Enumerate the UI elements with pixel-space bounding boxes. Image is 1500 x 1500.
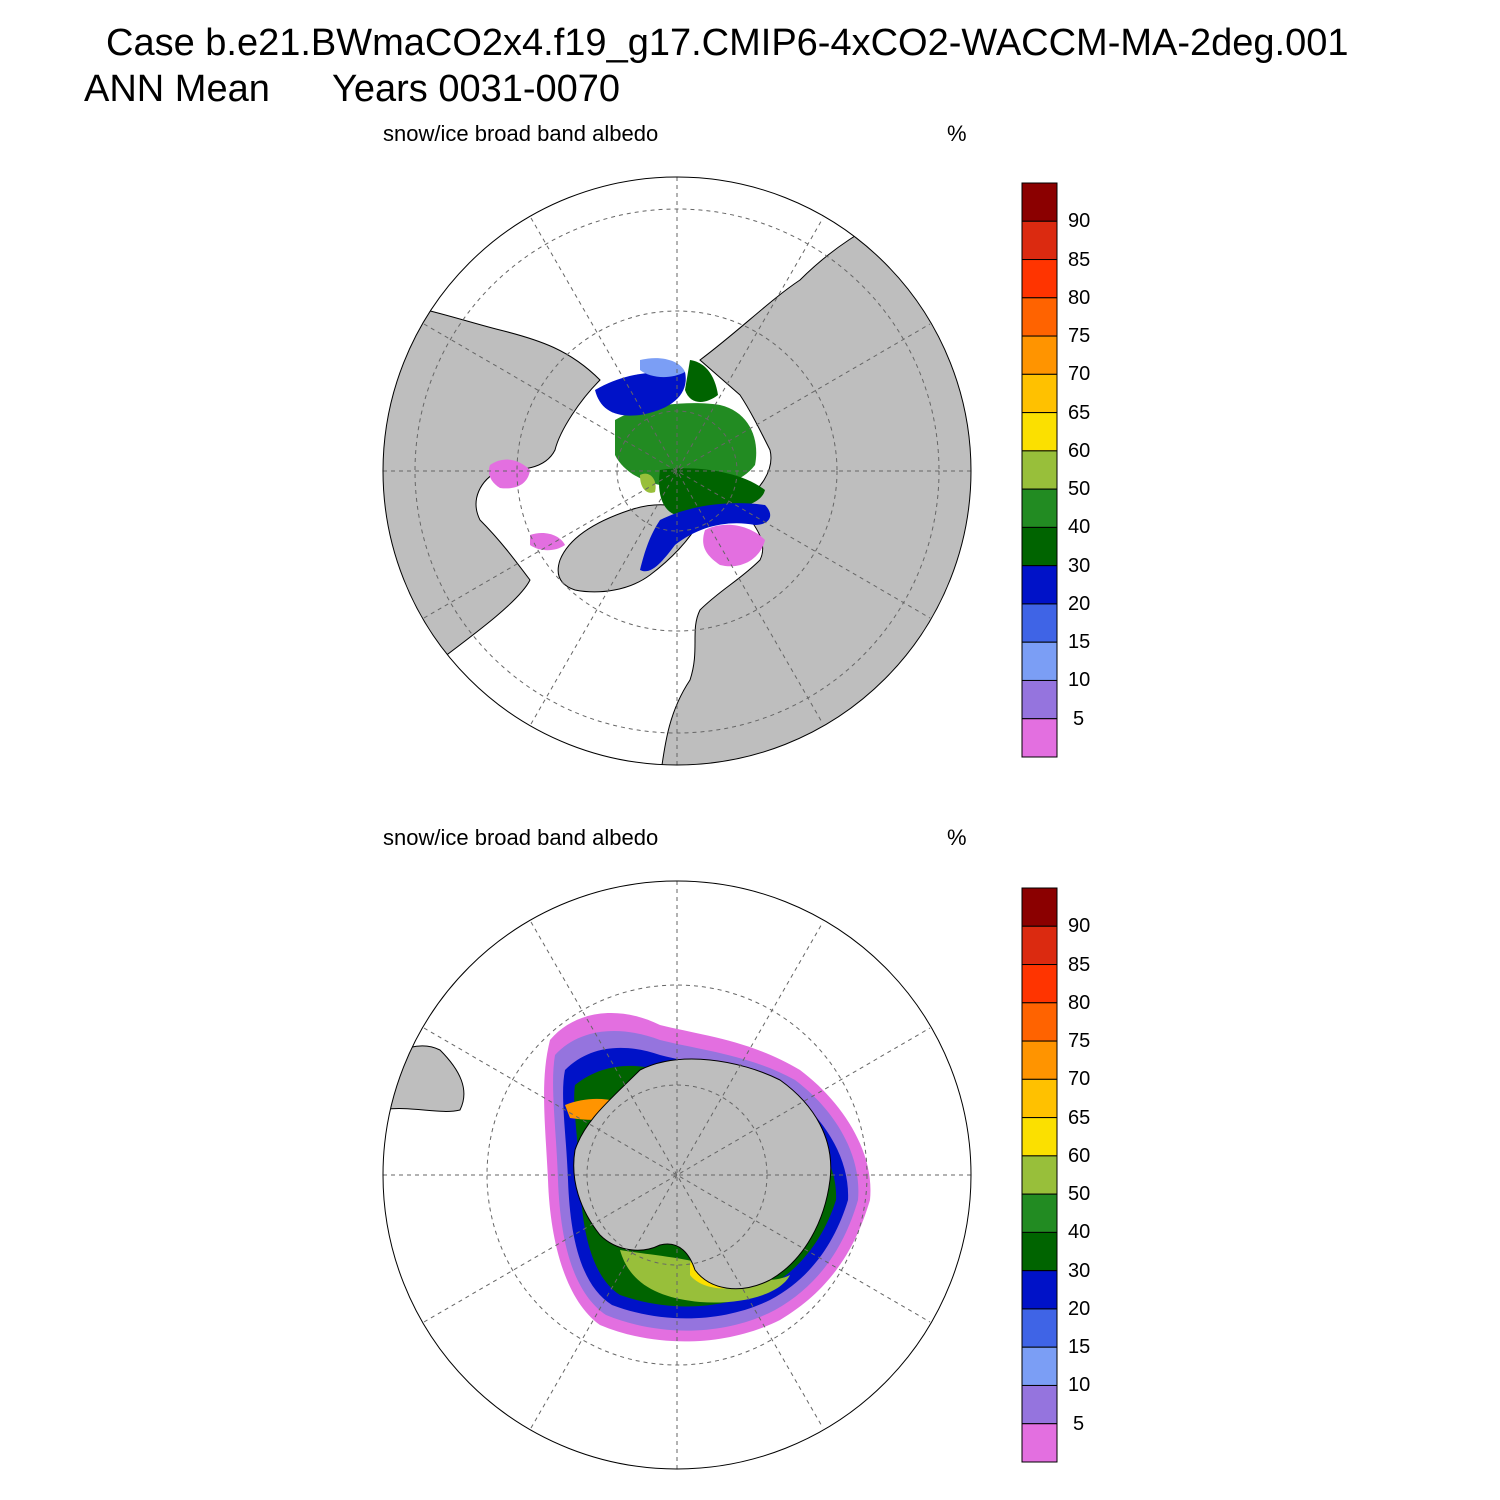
top-colorbar-tick-label: 40 (1068, 516, 1091, 539)
top-colorbar-tick-label: 80 (1068, 286, 1091, 309)
top-colorbar-box (1021, 373, 1058, 414)
top-colorbar-box (1021, 182, 1058, 222)
top-colorbar-tick-label: 65 (1068, 401, 1091, 424)
north-map-content (383, 177, 971, 765)
arctic-ice-lightblue (640, 358, 685, 378)
bottom-colorbar-tick-label: 70 (1068, 1068, 1091, 1091)
top-colorbar-box (1021, 679, 1058, 720)
top-colorbar-tick-label: 90 (1068, 210, 1091, 233)
top-colorbar-tick-label: 50 (1068, 478, 1091, 501)
bottom-colorbar-tick-label: 30 (1068, 1259, 1091, 1282)
top-colorbar-tick-label: 15 (1068, 631, 1091, 654)
top-colorbar-box (1021, 526, 1058, 567)
bottom-colorbar-box (1021, 887, 1058, 927)
bottom-colorbar-tick-label: 75 (1068, 1030, 1091, 1053)
top-colorbar-box (1021, 259, 1058, 299)
arctic-ice-darkgreen-north (685, 360, 718, 402)
bottom-colorbar-tick-label: 40 (1068, 1221, 1091, 1244)
north-grid (383, 177, 971, 765)
top-colorbar-box (1021, 335, 1058, 375)
bottom-colorbar-box (1021, 1155, 1058, 1195)
bottom-colorbar-box (1021, 1117, 1058, 1157)
eurasia-landmass (659, 199, 971, 765)
top-colorbar-box (1021, 220, 1058, 261)
north-map-border (382, 176, 972, 766)
bottom-colorbar-box (1021, 1002, 1058, 1042)
bottom-colorbar-box (1021, 925, 1058, 966)
top-colorbar-tick-label: 5 (1073, 707, 1085, 730)
bottom-colorbar-box (1021, 1384, 1058, 1425)
bottom-colorbar-box (1021, 1231, 1058, 1272)
south-grid (383, 881, 971, 1469)
arctic-ice-core (615, 403, 757, 489)
arctic-ice-pink-barents (703, 524, 765, 567)
case-title: Case b.e21.BWmaCO2x4.f19_g17.CMIP6-4xCO2… (106, 22, 1349, 64)
bottom-colorbar-box (1021, 1270, 1058, 1310)
south-map-content (383, 881, 971, 1469)
bottom-variable-label: snow/ice broad band albedo (383, 825, 659, 850)
north-america-landmass (383, 299, 601, 701)
bottom-colorbar (1021, 887, 1058, 1463)
season-label: ANN Mean (84, 68, 270, 110)
arctic-ice-blue (595, 371, 686, 416)
top-colorbar-tick-label: 70 (1068, 363, 1091, 386)
antarctica-landmass (573, 1058, 832, 1290)
arctic-ice-blue-atlantic (640, 503, 771, 572)
bottom-colorbar-tick-label: 85 (1068, 953, 1091, 976)
bottom-colorbar-tick-label: 65 (1068, 1106, 1091, 1129)
bottom-colorbar-box (1021, 1308, 1058, 1348)
top-colorbar-box (1021, 412, 1058, 452)
bottom-colorbar-tick-label: 90 (1068, 915, 1091, 938)
top-units-label: % (947, 121, 967, 146)
top-colorbar-box (1021, 450, 1058, 490)
top-variable-label: snow/ice broad band albedo (383, 121, 659, 146)
top-colorbar-box (1021, 565, 1058, 605)
bottom-colorbar-tick-label: 5 (1073, 1412, 1085, 1435)
bottom-colorbar-tick-label: 50 (1068, 1183, 1091, 1206)
top-colorbar-tick-label: 10 (1068, 669, 1091, 692)
top-colorbar-box (1021, 603, 1058, 643)
years-label: Years 0031-0070 (332, 68, 621, 110)
bottom-colorbar-tick-label: 60 (1068, 1144, 1091, 1167)
bottom-colorbar-box (1021, 1193, 1058, 1233)
south-map-border (382, 880, 972, 1470)
bottom-colorbar-tick-label: 20 (1068, 1297, 1091, 1320)
arctic-ice-pink-hudson (488, 459, 530, 489)
bottom-colorbar-box (1021, 1423, 1058, 1463)
top-colorbar-box (1021, 718, 1058, 758)
bottom-colorbar-box (1021, 1040, 1058, 1080)
bottom-colorbar-tick-label: 15 (1068, 1336, 1091, 1359)
bottom-colorbar-box (1021, 1346, 1058, 1386)
top-colorbar-tick-label: 20 (1068, 592, 1091, 615)
bottom-colorbar-tick-label: 80 (1068, 991, 1091, 1014)
arctic-ice-yellowgreen (640, 473, 656, 493)
top-colorbar-box (1021, 641, 1058, 681)
bottom-colorbar-box (1021, 964, 1058, 1004)
top-colorbar (1021, 182, 1058, 758)
bottom-units-label: % (947, 825, 967, 850)
arctic-ice-pink-labrador (530, 533, 565, 551)
bottom-colorbar-box (1021, 1078, 1058, 1119)
top-colorbar-tick-label: 85 (1068, 248, 1091, 271)
top-colorbar-tick-label: 60 (1068, 439, 1091, 462)
top-colorbar-box (1021, 297, 1058, 337)
top-colorbar-tick-label: 75 (1068, 325, 1091, 348)
top-colorbar-tick-label: 30 (1068, 554, 1091, 577)
bottom-colorbar-tick-label: 10 (1068, 1374, 1091, 1397)
top-colorbar-box (1021, 488, 1058, 528)
